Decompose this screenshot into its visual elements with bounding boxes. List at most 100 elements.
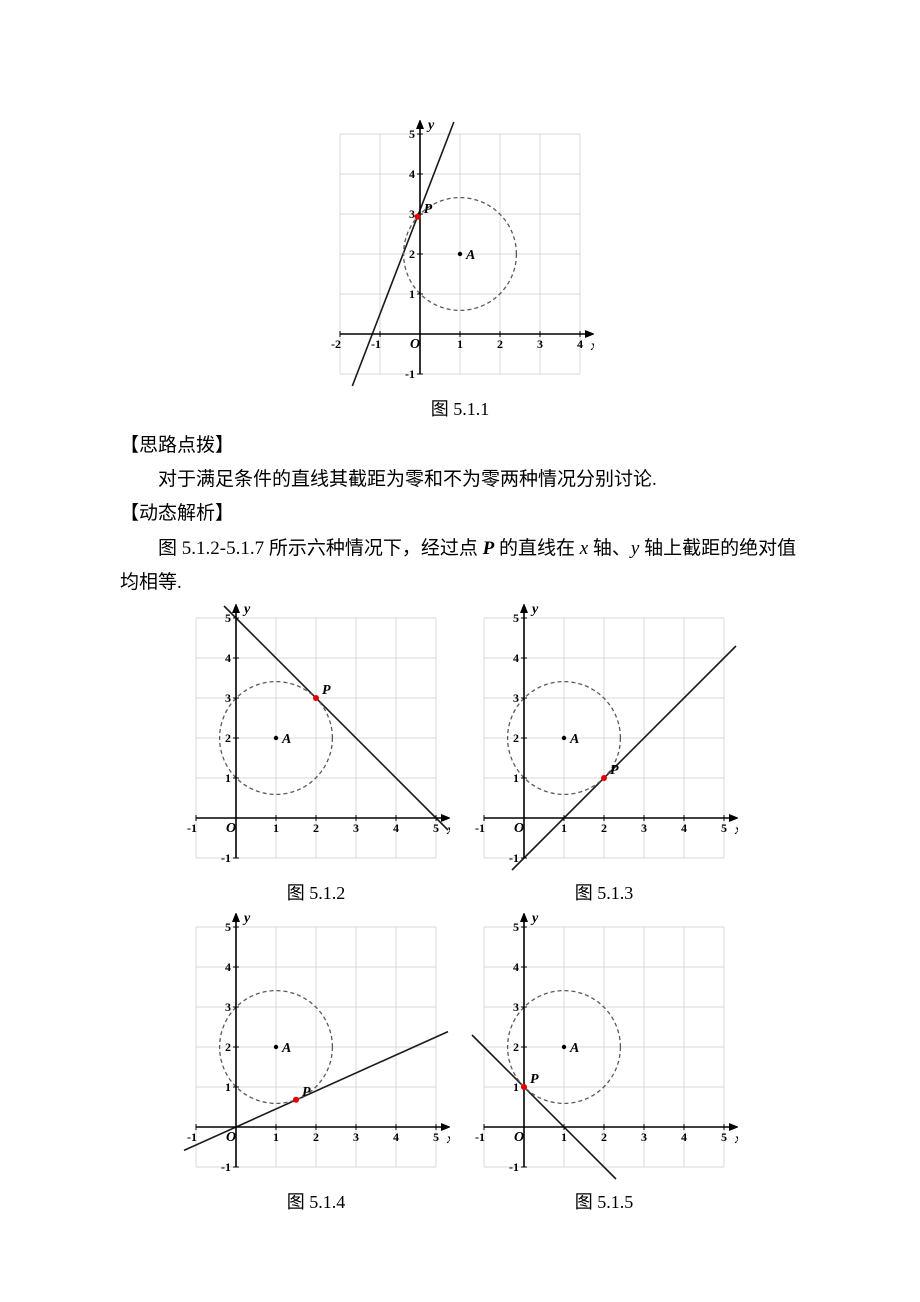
svg-text:4: 4 (409, 167, 415, 181)
svg-text:4: 4 (577, 337, 583, 351)
svg-text:P: P (610, 763, 619, 778)
svg-text:5: 5 (225, 920, 231, 934)
figure-5-1-1: x y -2 -1 1 2 3 4 -1 1 2 3 4 5 O A P (326, 120, 594, 388)
svg-text:5: 5 (409, 127, 415, 141)
svg-text:4: 4 (225, 960, 231, 974)
svg-text:P: P (302, 1085, 311, 1100)
para-dynamic-2: 均相等. (120, 566, 800, 600)
svg-text:y: y (242, 604, 251, 617)
svg-text:-1: -1 (221, 1160, 231, 1174)
svg-text:x: x (446, 823, 450, 838)
caption-5-1-5: 图 5.1.5 (470, 1188, 738, 1214)
svg-text:O: O (514, 821, 524, 836)
svg-text:2: 2 (225, 731, 231, 745)
svg-text:-1: -1 (187, 1130, 197, 1144)
svg-text:5: 5 (433, 821, 439, 835)
svg-text:A: A (281, 732, 291, 747)
svg-text:y: y (530, 604, 539, 617)
caption-5-1-1: 图 5.1.1 (326, 395, 594, 421)
svg-text:1: 1 (561, 1130, 567, 1144)
svg-text:5: 5 (721, 821, 727, 835)
figure-5-1-5: x y -1 1 2 3 4 5 -1 1 2 3 4 5 O A P (470, 913, 738, 1181)
svg-text:3: 3 (513, 691, 519, 705)
svg-text:1: 1 (409, 287, 415, 301)
svg-text:3: 3 (353, 821, 359, 835)
svg-text:2: 2 (313, 821, 319, 835)
svg-text:y: y (426, 120, 435, 133)
svg-text:y: y (242, 913, 251, 926)
svg-text:3: 3 (225, 691, 231, 705)
svg-text:-2: -2 (331, 337, 341, 351)
svg-text:5: 5 (721, 1130, 727, 1144)
svg-text:1: 1 (225, 771, 231, 785)
para-approach: 对于满足条件的直线其截距为零和不为零两种情况分别讨论. (120, 463, 800, 497)
svg-text:2: 2 (497, 337, 503, 351)
svg-text:2: 2 (601, 821, 607, 835)
svg-text:P: P (424, 202, 433, 217)
svg-text:3: 3 (513, 1000, 519, 1014)
svg-text:P: P (322, 683, 331, 698)
svg-text:x: x (734, 1132, 738, 1147)
figure-5-1-4: x y -1 1 2 3 4 5 -1 1 2 3 4 5 O A P (182, 913, 450, 1181)
para-dynamic-1: 图 5.1.2-5.1.7 所示六种情况下，经过点 P 的直线在 x 轴、y 轴… (120, 532, 800, 566)
svg-text:O: O (514, 1130, 524, 1145)
svg-text:1: 1 (273, 1130, 279, 1144)
svg-text:1: 1 (225, 1080, 231, 1094)
svg-text:3: 3 (225, 1000, 231, 1014)
svg-text:x: x (734, 823, 738, 838)
caption-5-1-3: 图 5.1.3 (470, 879, 738, 905)
svg-text:3: 3 (641, 1130, 647, 1144)
svg-text:2: 2 (313, 1130, 319, 1144)
svg-text:A: A (281, 1041, 291, 1056)
svg-text:2: 2 (601, 1130, 607, 1144)
svg-text:-1: -1 (221, 851, 231, 865)
svg-text:-1: -1 (509, 851, 519, 865)
svg-text:x: x (446, 1132, 450, 1147)
svg-text:y: y (530, 913, 539, 926)
svg-text:-1: -1 (475, 821, 485, 835)
svg-text:1: 1 (513, 771, 519, 785)
svg-text:-1: -1 (475, 1130, 485, 1144)
svg-text:A: A (465, 248, 475, 263)
svg-text:1: 1 (561, 821, 567, 835)
svg-text:4: 4 (393, 1130, 399, 1144)
figure-5-1-2: x y -1 1 2 3 4 5 -1 1 2 3 4 5 O A P (182, 604, 450, 872)
svg-text:3: 3 (353, 1130, 359, 1144)
svg-text:-1: -1 (187, 821, 197, 835)
svg-text:5: 5 (513, 920, 519, 934)
svg-text:O: O (226, 821, 236, 836)
svg-text:2: 2 (409, 247, 415, 261)
svg-text:3: 3 (537, 337, 543, 351)
figure-5-1-3: x y -1 1 2 3 4 5 -1 1 2 3 4 5 O A P (470, 604, 738, 872)
heading-approach: 【思路点拨】 (120, 429, 800, 463)
svg-text:4: 4 (393, 821, 399, 835)
caption-5-1-2: 图 5.1.2 (182, 879, 450, 905)
svg-text:-1: -1 (405, 367, 415, 381)
svg-text:2: 2 (513, 1040, 519, 1054)
svg-text:4: 4 (513, 651, 519, 665)
svg-text:O: O (410, 337, 420, 352)
svg-text:P: P (530, 1072, 539, 1087)
svg-text:O: O (226, 1130, 236, 1145)
svg-text:5: 5 (433, 1130, 439, 1144)
svg-text:x: x (590, 339, 594, 354)
svg-text:-1: -1 (509, 1160, 519, 1174)
caption-5-1-4: 图 5.1.4 (182, 1188, 450, 1214)
svg-text:A: A (569, 1041, 579, 1056)
svg-text:-1: -1 (371, 337, 381, 351)
svg-text:1: 1 (457, 337, 463, 351)
svg-text:1: 1 (273, 821, 279, 835)
svg-text:4: 4 (681, 821, 687, 835)
svg-text:3: 3 (409, 207, 415, 221)
svg-text:4: 4 (513, 960, 519, 974)
heading-dynamic: 【动态解析】 (120, 497, 800, 531)
svg-text:5: 5 (513, 611, 519, 625)
svg-text:1: 1 (513, 1080, 519, 1094)
svg-text:4: 4 (681, 1130, 687, 1144)
svg-text:2: 2 (513, 731, 519, 745)
svg-text:A: A (569, 732, 579, 747)
svg-text:3: 3 (641, 821, 647, 835)
svg-text:4: 4 (225, 651, 231, 665)
svg-text:2: 2 (225, 1040, 231, 1054)
svg-text:5: 5 (225, 611, 231, 625)
